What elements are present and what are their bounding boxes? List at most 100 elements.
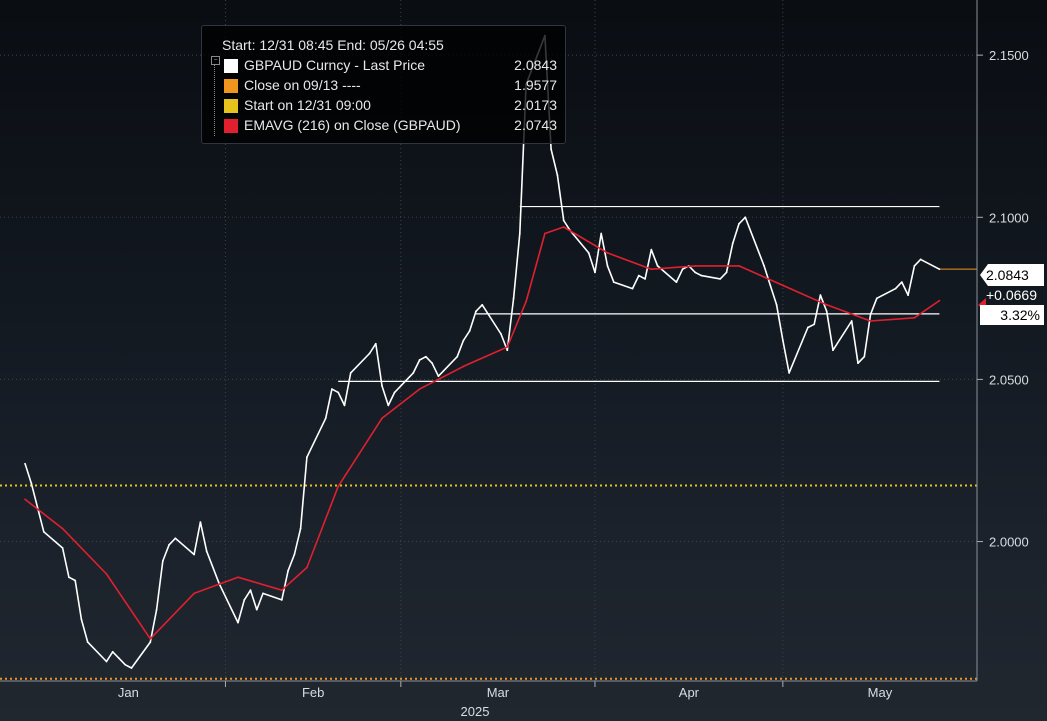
legend-value: 2.0173 [514,97,557,113]
emavg-point [913,316,916,319]
price-point [594,271,596,274]
emavg-point [525,300,527,303]
legend-item-emavg[interactable]: EMAVG (216) on Close (GBPAUD) 2.0743 [202,116,565,136]
legend-label: EMAVG (216) on Close (GBPAUD) [244,117,461,133]
legend-value: 2.0843 [514,57,557,73]
price-point [919,258,922,261]
price-point [763,265,765,267]
legend-swatch-emavg [224,119,238,133]
price-point [205,550,208,553]
price-point [293,553,296,556]
price-point [587,252,590,254]
emavg-point [61,527,64,530]
price-point [556,174,559,177]
price-point [694,271,697,274]
price-point [280,599,283,601]
emavg-point [825,303,828,306]
emavg-point [562,226,565,228]
price-point [337,391,340,394]
emavg-point [462,365,465,368]
x-tick-label: Feb [302,685,324,700]
price-point [606,265,609,267]
price-point [813,323,816,326]
price-point [907,294,910,296]
price-point [349,372,352,374]
price-point [744,216,747,219]
price-point [775,303,778,306]
emavg-point [237,576,239,579]
price-point [462,339,465,342]
price-point [468,329,471,332]
price-point [331,388,333,391]
price-point [825,310,828,313]
emavg-point [193,592,196,595]
price-point [168,543,170,546]
legend-tree-line [214,60,223,136]
price-point [67,576,70,579]
emavg-series-line [24,226,940,640]
legend-value: 2.0743 [514,117,557,133]
legend-header: Start: 12/31 08:45 End: 05/26 04:55 [222,37,444,53]
price-point [161,560,164,562]
price-point [481,303,484,306]
x-tick-label: Apr [679,685,700,700]
price-point [875,297,878,300]
price-point [412,372,415,374]
price-point [807,326,809,329]
price-point [788,372,791,374]
price-point [431,362,434,365]
price-point [381,385,383,387]
price-point [475,310,477,313]
price-point [518,232,521,235]
price-point [600,232,603,235]
emavg-point [781,284,784,287]
price-point [512,297,515,300]
emavg-point [418,388,421,391]
emavg-point [305,566,308,569]
legend-item-start-ref[interactable]: Start on 12/31 09:00 2.0173 [202,96,565,116]
emavg-point [280,589,283,592]
legend-item-last-price[interactable]: GBPAUD Curncy - Last Price 2.0843 [202,56,565,76]
emavg-point [543,232,546,235]
collapse-icon[interactable]: − [211,56,220,65]
x-tick-label: May [868,685,893,700]
price-point [30,482,33,485]
price-point [738,222,740,225]
change-tag: +0.0669 [986,287,1037,303]
price-point [193,553,196,556]
price-point [418,359,421,361]
emavg-point [149,637,152,640]
price-point [130,667,133,669]
legend-item-close-ref[interactable]: Close on 09/13 ---- 1.9577 [202,76,565,96]
price-point [857,362,859,365]
price-point [243,599,246,601]
emavg-point [24,498,26,501]
price-point [850,320,853,322]
y-tick-label: 2.1000 [989,210,1029,225]
price-point [80,618,83,621]
price-point [456,355,459,358]
price-point [255,608,258,611]
price-point [863,355,866,358]
price-point [675,281,678,284]
price-point [174,537,177,540]
y-tick-label: 2.0000 [989,535,1029,550]
price-point [199,521,202,523]
y-tick-label: 2.0500 [989,372,1029,387]
legend-swatch-close-ref [224,79,238,93]
price-point [299,527,302,530]
price-point [681,268,684,271]
legend-value: 1.9577 [514,77,557,93]
price-point [249,589,252,592]
price-point [262,592,264,595]
legend-label: Close on 09/13 ---- [244,77,361,93]
price-point [118,657,120,660]
price-point [305,456,308,459]
price-point [631,287,634,290]
price-point [42,530,45,533]
price-point [769,284,772,287]
chart-legend: Start: 12/31 08:45 End: 05/26 04:55 − GB… [201,25,566,144]
price-point [612,281,615,284]
emavg-point [606,252,609,254]
price-point [781,339,784,342]
